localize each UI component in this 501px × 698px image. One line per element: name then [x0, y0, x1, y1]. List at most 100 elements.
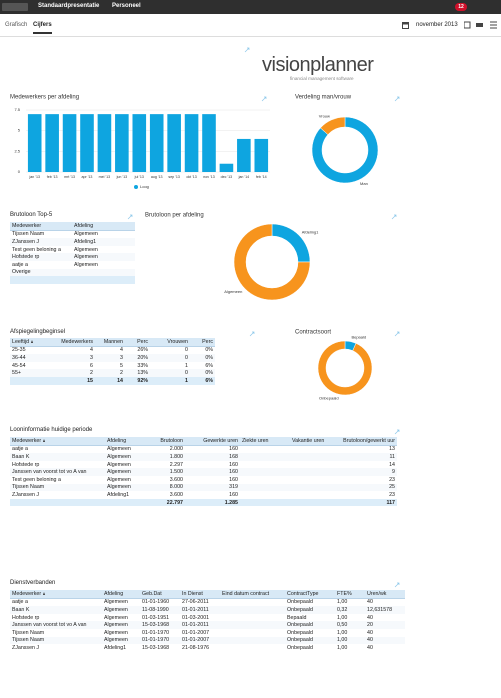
table-cell	[113, 261, 135, 269]
table-cell: 1	[150, 376, 190, 385]
column-header[interactable]: Perc	[125, 338, 150, 347]
table-cell: 6%	[205, 362, 213, 369]
table-cell: 3	[50, 354, 95, 362]
column-header[interactable]: Bruto	[113, 222, 135, 231]
table-cell: 01-01-2011	[180, 606, 220, 614]
presentation-menu[interactable]: Standaardpresentatie	[38, 3, 100, 9]
column-header[interactable]: Medewerker	[10, 590, 102, 599]
table-row: ZJanssen J Afdeling1 3.600 160 23	[10, 491, 397, 499]
table-cell: Algemeen	[74, 246, 98, 253]
widget-title: Looninformatie huidige periode	[10, 427, 93, 433]
table-cell	[220, 614, 285, 622]
tab-active[interactable]: Cijfers	[33, 22, 52, 34]
table-cell	[10, 376, 50, 385]
pie-slice	[233, 223, 311, 301]
column-header[interactable]: Vakantie uren	[290, 437, 335, 446]
calendar-icon[interactable]	[402, 21, 410, 29]
section-menu[interactable]: Personeel	[112, 3, 141, 9]
column-header[interactable]: In Dienst	[180, 590, 220, 599]
table-cell: 0%	[205, 347, 213, 354]
notification-badge[interactable]: 12	[455, 3, 467, 11]
column-header[interactable]: Leeftijd	[10, 338, 50, 347]
table-cell	[220, 606, 285, 614]
table-cell: 14	[95, 376, 125, 385]
column-header[interactable]: Uren/wk	[365, 590, 405, 599]
table-cell: Test geen beloning a	[12, 476, 61, 483]
table-cell	[290, 483, 335, 492]
table-cell: Onbepaald	[285, 606, 335, 614]
table-widget: Leeftijd Medewerkers Mannen Perc Vrouwen Perc…	[10, 338, 215, 385]
table-row: Tijssen Naam Algemeen 8.000 319 25	[10, 483, 397, 492]
x-tick-label: sep '13	[168, 175, 179, 179]
table-cell: 11-08-1990	[140, 606, 180, 614]
table-row: 45-54 6 5 33% 1 6%	[10, 362, 215, 370]
x-tick-label: okt '13	[186, 175, 196, 179]
x-tick-label: mei '13	[99, 175, 110, 179]
expand-icon	[394, 429, 400, 435]
header-text: Eind datum contract	[222, 590, 270, 597]
column-header[interactable]: Gewerkte uren	[185, 437, 240, 446]
table-cell: Algemeen	[105, 468, 145, 476]
y-tick-label: 2.5	[14, 148, 20, 153]
table-cell	[220, 629, 285, 637]
table-cell: 1,00	[337, 614, 348, 621]
table-cell: 2.000	[169, 446, 183, 453]
column-header[interactable]: Afdeling	[102, 590, 140, 599]
column-header[interactable]: Ziekte uren	[240, 437, 290, 446]
column-header[interactable]: ContractType	[285, 590, 335, 599]
column-header[interactable]: Geb.Dat	[140, 590, 180, 599]
table-cell	[105, 498, 145, 507]
table-cell: 117	[335, 498, 397, 507]
header-text: Gewerkte uren	[203, 437, 238, 444]
header-text: Medewerker	[12, 590, 42, 597]
column-header[interactable]: Perc	[190, 338, 215, 347]
tab[interactable]: Grafisch	[5, 22, 28, 28]
column-header[interactable]: Medewerker	[10, 437, 105, 446]
table-cell: Baan K	[10, 606, 102, 614]
table-row: Tijssen Naam Algemeen 01-01-1970 01-01-2007…	[10, 629, 405, 637]
column-header[interactable]: FTE%	[335, 590, 365, 599]
table-row: Baan K Algemeen 11-08-1990 01-01-2011 Onbepa…	[10, 606, 405, 614]
table-cell: 1.285	[185, 498, 240, 507]
table-cell: 2	[95, 369, 125, 377]
table-cell: aatje a	[12, 261, 28, 268]
column-header[interactable]: Eind datum contract	[220, 590, 285, 599]
x-tick-label: jan '13	[28, 175, 39, 179]
header-text: Mannen	[103, 338, 123, 345]
period-select[interactable]: november 2013	[416, 22, 458, 28]
x-tick-label: nov '13	[203, 175, 214, 179]
table-row: Janssen van voorst tot vo A van Algemeen 1…	[10, 621, 405, 629]
table-cell: 15	[50, 376, 95, 385]
table-cell: 0,32	[335, 606, 365, 614]
bar	[202, 114, 216, 172]
table-cell	[240, 476, 290, 484]
column-header[interactable]: Brutoloon	[145, 437, 185, 446]
header-text: In Dienst	[182, 590, 203, 597]
table-cell: 2.297	[169, 461, 183, 468]
column-header[interactable]: Medewerker	[10, 222, 72, 231]
column-header[interactable]: Mannen	[95, 338, 125, 347]
column-header[interactable]: Medewerkers	[50, 338, 95, 347]
table-cell: aatje a	[12, 599, 28, 606]
table-cell: 27-06-2011	[182, 599, 209, 606]
column-header[interactable]: Brutoloon/gewerkt uur	[335, 437, 397, 446]
table-cell	[113, 246, 135, 254]
table-cell: ZJanssen J	[12, 644, 40, 651]
toolbar-icons[interactable]	[464, 21, 498, 29]
expand-icon	[244, 47, 250, 53]
bar	[132, 114, 147, 172]
table-cell: Baan K	[10, 453, 105, 461]
table-cell: 25-35	[12, 347, 26, 354]
column-header[interactable]: Vrouwen	[150, 338, 190, 347]
table-row: Janssen van voorst tot vo A van Algemeen 1…	[10, 468, 397, 476]
column-header[interactable]: Afdeling	[72, 222, 113, 231]
table-row: Test geen beloning a Algemeen 3.600 160 23	[10, 476, 397, 484]
header-text: Afdeling	[107, 437, 127, 444]
table-cell: 21-08-1976	[182, 644, 210, 651]
expand-icon	[261, 96, 267, 102]
column-header[interactable]: Afdeling	[105, 437, 145, 446]
y-tick-label: 0	[18, 169, 21, 174]
sort-arrow	[31, 339, 34, 343]
table-cell: 9	[335, 468, 397, 476]
table-cell: Onbepaald	[287, 599, 313, 606]
